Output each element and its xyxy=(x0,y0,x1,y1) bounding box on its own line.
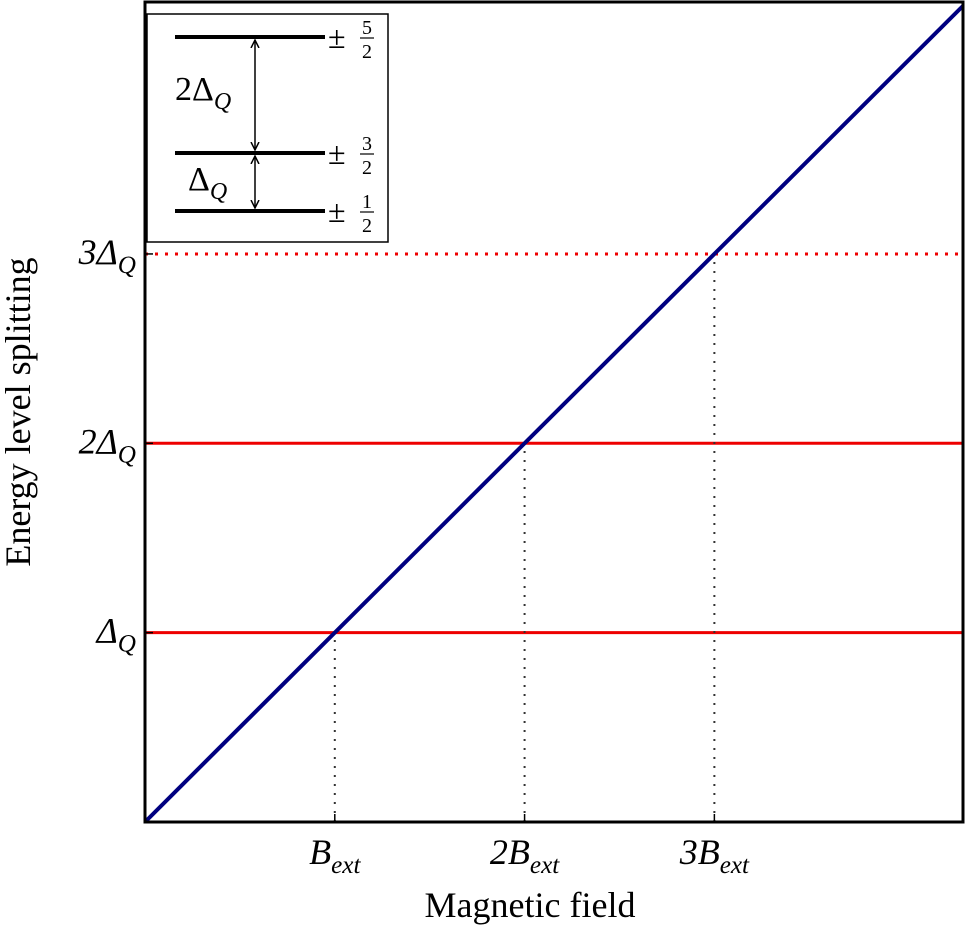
data-line xyxy=(143,4,965,824)
x-tick-label: Bext xyxy=(309,832,361,879)
y-axis-label: Energy level splitting xyxy=(0,257,38,566)
x-tick-label-sub: ext xyxy=(720,852,750,879)
gap-label: 2ΔQ xyxy=(175,71,231,115)
x-tick-label: 3Bext xyxy=(679,832,750,879)
level-num: 1 xyxy=(362,191,372,213)
x-axis-label: Magnetic field xyxy=(425,885,636,925)
gap-label-main: Δ xyxy=(188,161,210,198)
y-tick-label-main: 2Δ xyxy=(79,421,118,461)
gap-label-sub: Q xyxy=(214,89,231,115)
y-tick-label: 3ΔQ xyxy=(78,232,136,279)
x-tick-label-main: 3B xyxy=(679,832,720,872)
y-tick-label-sub: Q xyxy=(118,631,136,658)
y-tick-label-sub: Q xyxy=(118,441,136,468)
y-tick-label-main: 3Δ xyxy=(78,232,118,272)
gap-label-main: 2Δ xyxy=(175,71,214,108)
level-sign: ± xyxy=(328,135,346,171)
level-num: 5 xyxy=(362,17,372,39)
x-tick-label-sub: ext xyxy=(530,852,560,879)
level-sign: ± xyxy=(328,19,346,55)
y-tick-label-sub: Q xyxy=(118,252,136,279)
y-tick-label-main: Δ xyxy=(95,611,118,651)
x-tick-label-sub: ext xyxy=(331,852,361,879)
y-tick-label: ΔQ xyxy=(95,611,136,658)
level-den: 2 xyxy=(362,157,372,179)
inset-box xyxy=(146,13,389,243)
plot-frame xyxy=(143,0,965,824)
gap-label: ΔQ xyxy=(188,161,227,205)
level-den: 2 xyxy=(362,215,372,237)
x-tick-label-main: B xyxy=(309,832,331,872)
y-tick-label: 2ΔQ xyxy=(79,421,136,468)
level-den: 2 xyxy=(362,41,372,63)
gap-label-sub: Q xyxy=(210,179,227,205)
x-tick-label-main: 2B xyxy=(490,832,530,872)
level-num: 3 xyxy=(362,133,372,155)
x-tick-label: 2Bext xyxy=(490,832,560,879)
level-sign: ± xyxy=(328,193,346,229)
